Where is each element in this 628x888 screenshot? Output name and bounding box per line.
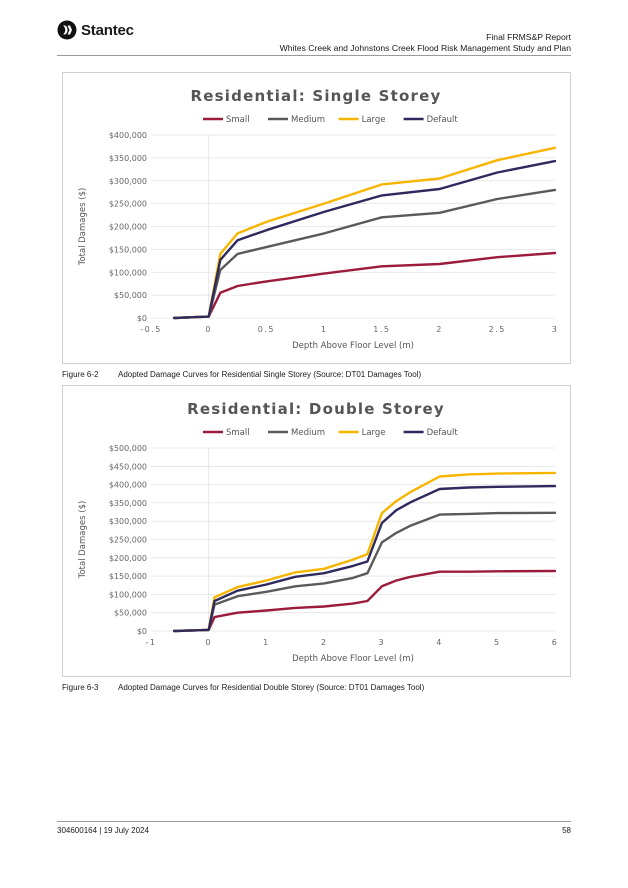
chart-double-storey: Residential: Double Storey Small Medium Lar… xyxy=(62,385,571,677)
y-tick-label: $300,000 xyxy=(109,517,147,526)
series-line-medium xyxy=(172,188,557,320)
x-axis-label: Depth Above Floor Level (m) xyxy=(292,341,414,351)
series-line-small xyxy=(172,251,557,320)
x-tick-label: 2.5 xyxy=(489,325,506,334)
y-tick-label: $300,000 xyxy=(109,177,147,186)
x-tick-label: 5 xyxy=(494,638,501,647)
legend-label-large: Large xyxy=(362,428,386,438)
chart-title: Residential: Single Storey xyxy=(191,87,442,105)
x-tick-label: 1 xyxy=(321,325,328,334)
figure-caption-text: Adopted Damage Curves for Residential Si… xyxy=(118,370,422,379)
y-tick-label: $100,000 xyxy=(109,268,147,277)
y-tick-label: $0 xyxy=(137,314,147,323)
x-tick-label: 0.5 xyxy=(258,325,275,334)
y-tick-label: $250,000 xyxy=(109,200,147,209)
y-tick-label: $200,000 xyxy=(109,223,147,232)
legend-label-small: Small xyxy=(226,115,250,125)
y-tick-label: $150,000 xyxy=(109,572,147,581)
legend-label-default: Default xyxy=(427,115,459,125)
series-line-small xyxy=(172,569,557,633)
chart-single-storey: Residential: Single Storey Small Medium Lar… xyxy=(62,72,571,364)
x-tick-label: 0 xyxy=(205,638,212,647)
report-title: Final FRMS&P Report xyxy=(486,32,571,42)
x-axis-label: Depth Above Floor Level (m) xyxy=(292,654,414,664)
y-tick-label: $350,000 xyxy=(109,499,147,508)
stantec-logo: Stantec xyxy=(57,20,134,40)
x-tick-label: 2 xyxy=(436,325,443,334)
logo-text: Stantec xyxy=(81,21,134,39)
x-tick-label: 2 xyxy=(321,638,328,647)
y-tick-label: $350,000 xyxy=(109,154,147,163)
x-tick-label: -0.5 xyxy=(140,325,162,334)
y-tick-label: $50,000 xyxy=(114,291,147,300)
footer-doc-ref: 304600164 | 19 July 2024 xyxy=(57,826,149,835)
x-tick-label: 4 xyxy=(436,638,443,647)
x-tick-label: 0 xyxy=(205,325,212,334)
legend-label-default: Default xyxy=(427,428,459,438)
series-line-default xyxy=(172,159,557,320)
series-line-default xyxy=(172,484,557,633)
x-tick-label: -1 xyxy=(146,638,157,647)
y-tick-label: $200,000 xyxy=(109,554,147,563)
legend-label-small: Small xyxy=(226,428,250,438)
footer-divider xyxy=(57,821,571,822)
header-divider xyxy=(57,55,571,56)
y-tick-label: $50,000 xyxy=(114,609,147,618)
x-tick-label: 3 xyxy=(379,638,386,647)
legend-label-medium: Medium xyxy=(291,115,325,125)
chart-double-storey-svg: Residential: Double Storey Small Medium Lar… xyxy=(78,400,559,664)
y-tick-label: $0 xyxy=(137,627,147,636)
y-tick-label: $250,000 xyxy=(109,536,147,545)
y-tick-label: $400,000 xyxy=(109,481,147,490)
figure-caption-6-3: Figure 6-3 Adopted Damage Curves for Resi… xyxy=(62,683,424,692)
chart-single-storey-svg: Residential: Single Storey Small Medium Lar… xyxy=(78,87,559,351)
x-tick-label: 3 xyxy=(552,325,559,334)
y-tick-label: $150,000 xyxy=(109,245,147,254)
x-tick-label: 6 xyxy=(552,638,559,647)
report-header: Final FRMS&P Report Whites Creek and Joh… xyxy=(280,32,571,54)
x-tick-label: 1 xyxy=(263,638,270,647)
series-line-medium xyxy=(172,511,557,633)
y-tick-label: $500,000 xyxy=(109,444,147,453)
y-axis-label: Total Damages ($) xyxy=(78,188,88,267)
series-line-large xyxy=(172,471,557,633)
stantec-logo-icon xyxy=(57,20,77,40)
footer-page-number: 58 xyxy=(562,826,571,835)
legend-label-medium: Medium xyxy=(291,428,325,438)
figure-caption-text: Adopted Damage Curves for Residential Do… xyxy=(118,683,425,692)
figure-number: Figure 6-2 xyxy=(62,370,99,379)
figure-number: Figure 6-3 xyxy=(62,683,99,692)
y-tick-label: $400,000 xyxy=(109,131,147,140)
x-tick-label: 1.5 xyxy=(373,325,390,334)
y-axis-label: Total Damages ($) xyxy=(78,501,88,580)
legend-label-large: Large xyxy=(362,115,386,125)
report-subtitle: Whites Creek and Johnstons Creek Flood R… xyxy=(279,43,571,53)
y-tick-label: $100,000 xyxy=(109,590,147,599)
y-tick-label: $450,000 xyxy=(109,462,147,471)
chart-title: Residential: Double Storey xyxy=(187,400,445,418)
figure-caption-6-2: Figure 6-2 Adopted Damage Curves for Resi… xyxy=(62,370,421,379)
